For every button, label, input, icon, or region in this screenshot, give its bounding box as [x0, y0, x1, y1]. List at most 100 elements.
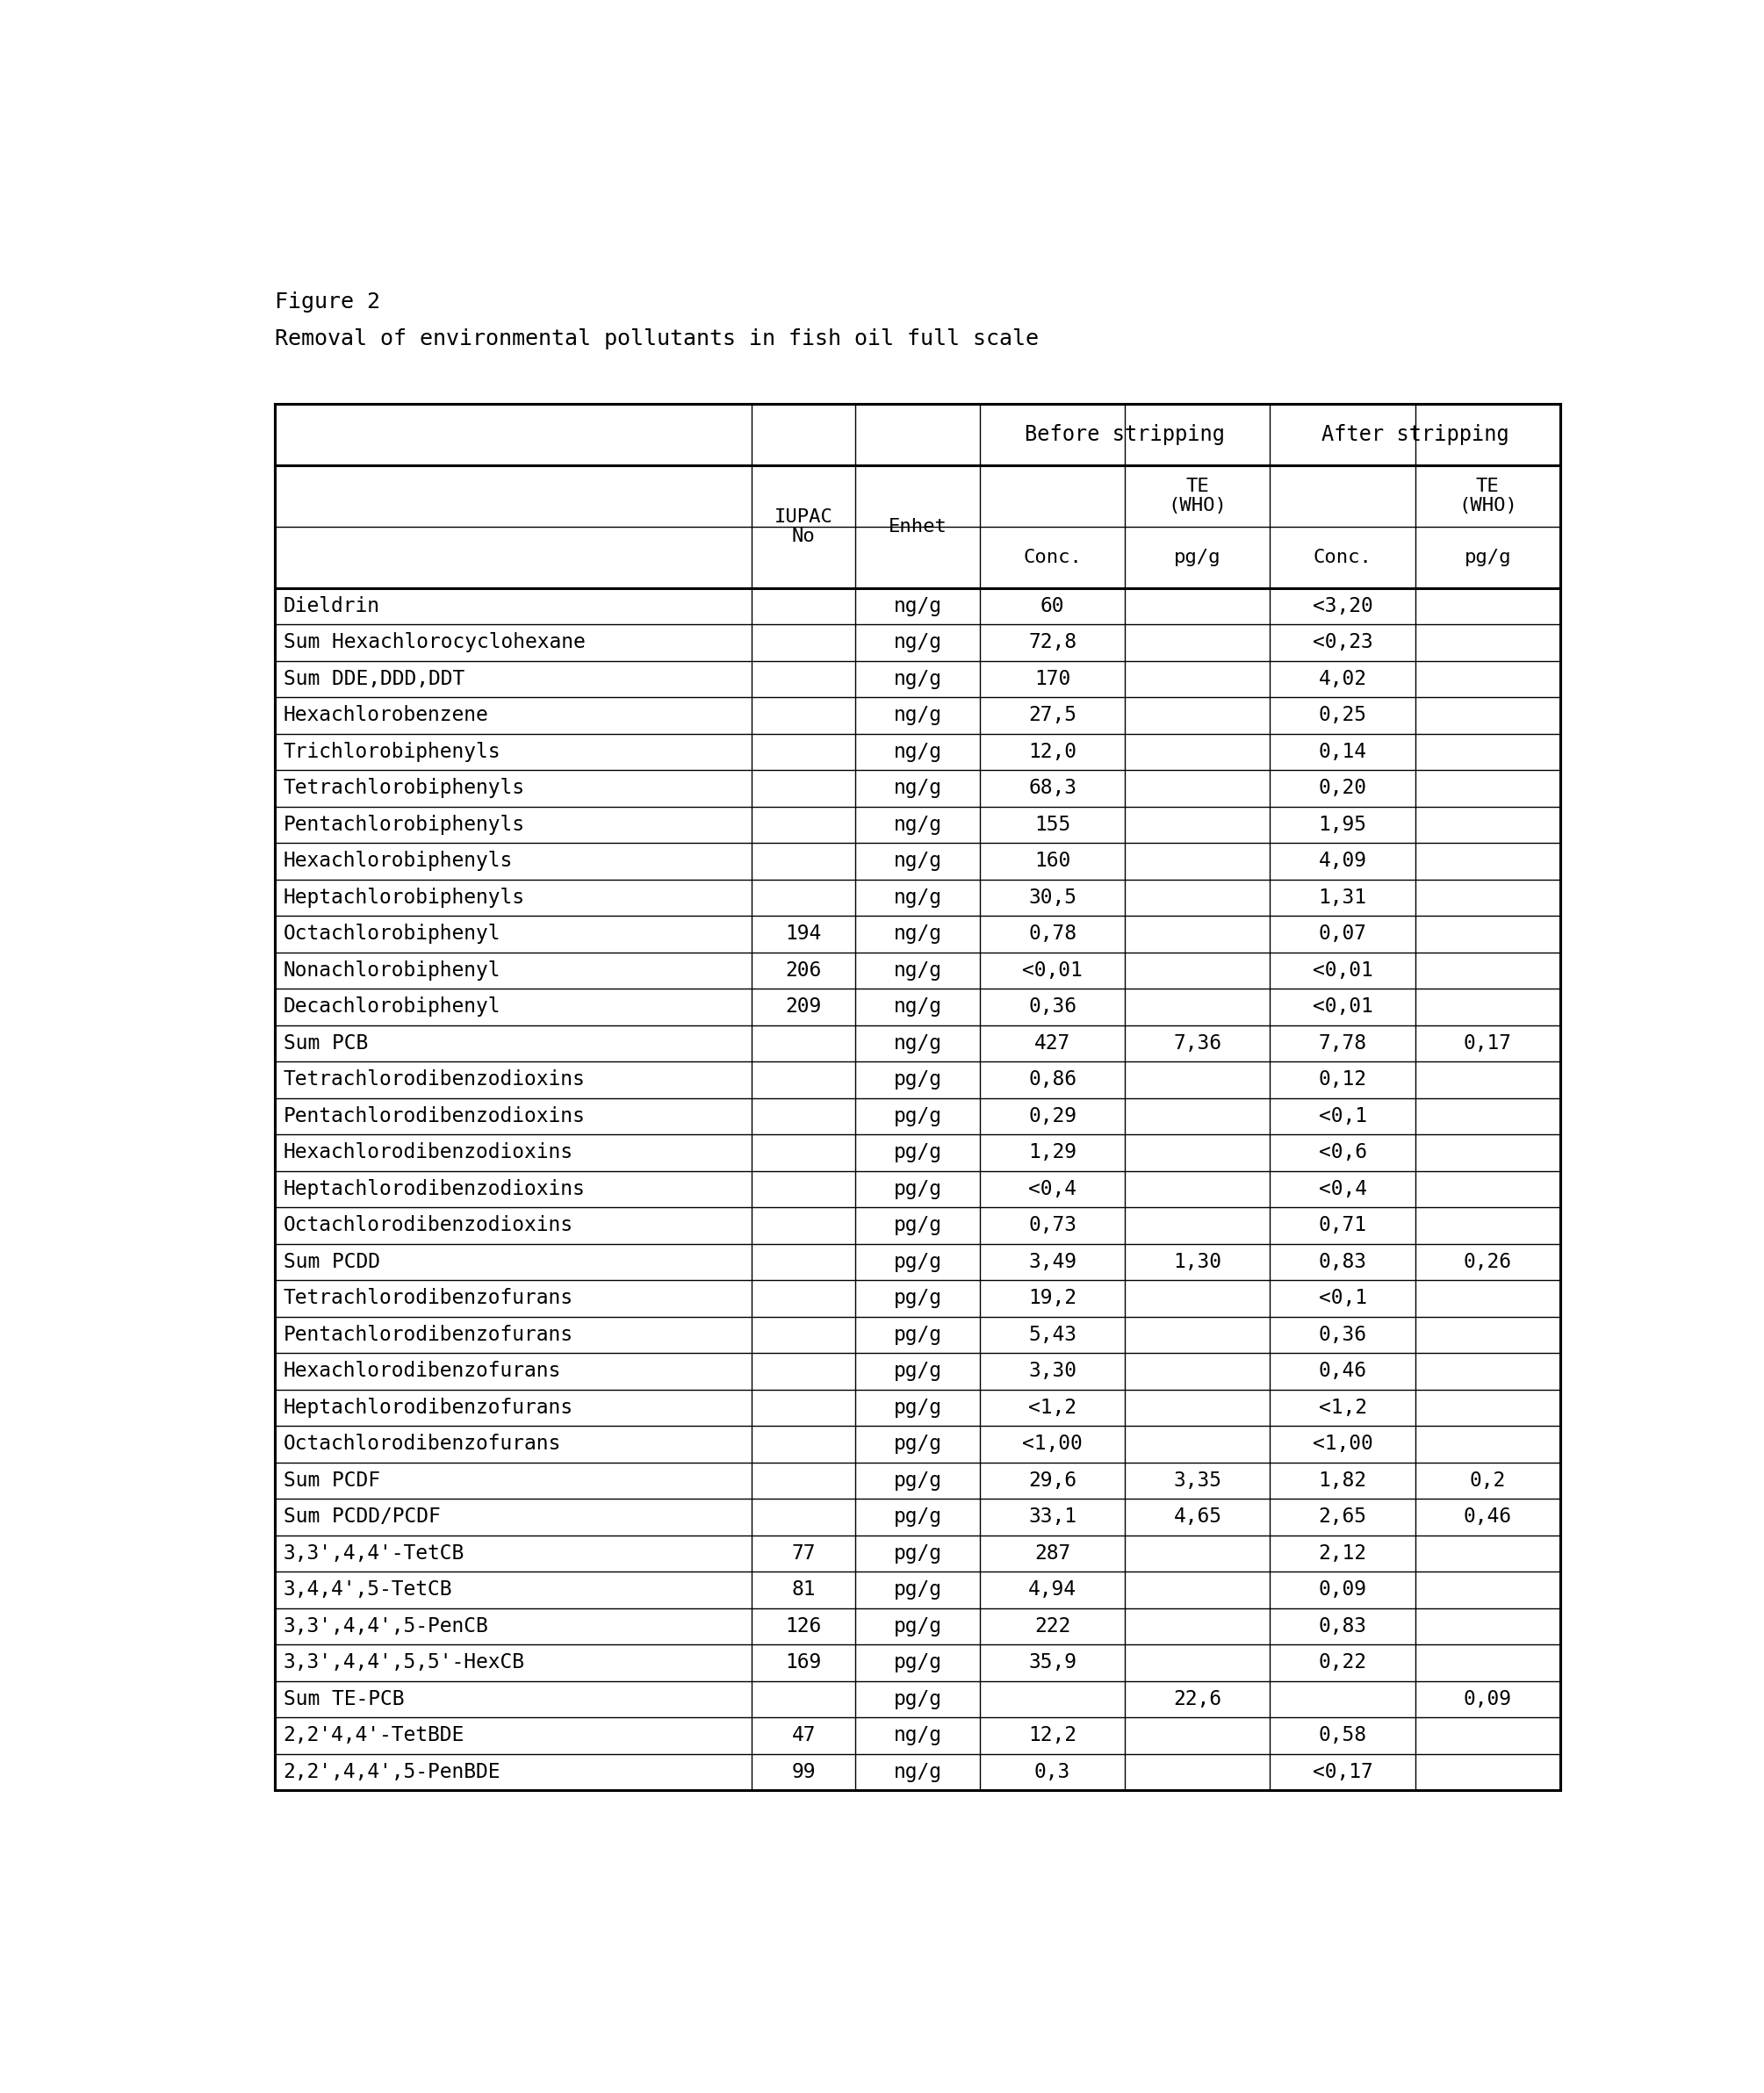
Text: 12,2: 12,2: [1028, 1725, 1076, 1746]
Text: 287: 287: [1034, 1543, 1071, 1563]
Text: 0,09: 0,09: [1318, 1580, 1367, 1599]
Text: ng/g: ng/g: [894, 1725, 942, 1746]
Text: Dieldrin: Dieldrin: [284, 597, 379, 615]
Text: 68,3: 68,3: [1028, 779, 1076, 797]
Text: TE
(WHO): TE (WHO): [1459, 477, 1517, 515]
Text: Octachlorodibenzodioxins: Octachlorodibenzodioxins: [284, 1216, 573, 1235]
Text: pg/g: pg/g: [894, 1070, 942, 1090]
Text: 0,3: 0,3: [1034, 1762, 1071, 1781]
Bar: [275, 404, 1561, 1790]
Text: 72,8: 72,8: [1028, 632, 1076, 653]
Text: <0,6: <0,6: [1318, 1143, 1367, 1164]
Text: 2,65: 2,65: [1318, 1507, 1367, 1528]
Text: pg/g: pg/g: [894, 1507, 942, 1528]
Text: 3,3',4,4'-TetCB: 3,3',4,4'-TetCB: [284, 1543, 464, 1563]
Text: pg/g: pg/g: [1175, 548, 1221, 565]
Text: ng/g: ng/g: [894, 814, 942, 835]
Text: pg/g: pg/g: [894, 1434, 942, 1455]
Text: 0,14: 0,14: [1318, 741, 1367, 762]
Text: TE
(WHO): TE (WHO): [1168, 477, 1228, 515]
Text: 427: 427: [1034, 1034, 1071, 1053]
Text: 60: 60: [1041, 597, 1064, 615]
Text: 1,29: 1,29: [1028, 1143, 1076, 1164]
Text: Octachlorodibenzofurans: Octachlorodibenzofurans: [284, 1434, 561, 1455]
Text: ng/g: ng/g: [894, 632, 942, 653]
Text: IUPAC
No: IUPAC No: [774, 509, 833, 546]
Text: pg/g: pg/g: [894, 1543, 942, 1563]
Text: 0,09: 0,09: [1464, 1689, 1512, 1710]
Text: 22,6: 22,6: [1173, 1689, 1222, 1710]
Text: 3,35: 3,35: [1173, 1471, 1222, 1490]
Text: Conc.: Conc.: [1312, 548, 1372, 565]
Text: ng/g: ng/g: [894, 1762, 942, 1781]
Text: ng/g: ng/g: [894, 887, 942, 908]
Text: Figure 2: Figure 2: [275, 291, 381, 312]
Text: 4,02: 4,02: [1318, 670, 1367, 689]
Text: 169: 169: [785, 1653, 822, 1672]
Text: 0,83: 0,83: [1318, 1616, 1367, 1637]
Text: Trichlorobiphenyls: Trichlorobiphenyls: [284, 741, 501, 762]
Text: Sum Hexachlorocyclohexane: Sum Hexachlorocyclohexane: [284, 632, 586, 653]
Text: 30,5: 30,5: [1028, 887, 1076, 908]
Text: <3,20: <3,20: [1312, 597, 1372, 615]
Text: pg/g: pg/g: [894, 1325, 942, 1346]
Text: Sum PCDF: Sum PCDF: [284, 1471, 379, 1490]
Text: 0,36: 0,36: [1028, 996, 1076, 1017]
Text: 0,2: 0,2: [1469, 1471, 1506, 1490]
Text: 222: 222: [1034, 1616, 1071, 1637]
Text: 4,65: 4,65: [1173, 1507, 1222, 1528]
Text: ng/g: ng/g: [894, 597, 942, 615]
Text: Sum DDE,DDD,DDT: Sum DDE,DDD,DDT: [284, 670, 464, 689]
Text: <1,2: <1,2: [1028, 1398, 1076, 1417]
Text: 155: 155: [1034, 814, 1071, 835]
Text: 7,36: 7,36: [1173, 1034, 1222, 1053]
Text: Conc.: Conc.: [1023, 548, 1081, 565]
Text: 126: 126: [785, 1616, 822, 1637]
Text: 206: 206: [785, 961, 822, 982]
Text: Nonachlorobiphenyl: Nonachlorobiphenyl: [284, 961, 501, 982]
Text: Sum PCDD: Sum PCDD: [284, 1252, 379, 1273]
Text: Sum PCDD/PCDF: Sum PCDD/PCDF: [284, 1507, 441, 1528]
Text: <0,01: <0,01: [1312, 961, 1372, 982]
Text: Sum TE-PCB: Sum TE-PCB: [284, 1689, 404, 1710]
Text: 12,0: 12,0: [1028, 741, 1076, 762]
Text: 1,82: 1,82: [1318, 1471, 1367, 1490]
Text: 2,12: 2,12: [1318, 1543, 1367, 1563]
Text: pg/g: pg/g: [894, 1580, 942, 1599]
Text: 0,25: 0,25: [1318, 705, 1367, 726]
Text: 0,12: 0,12: [1318, 1070, 1367, 1090]
Text: 2,2',4,4',5-PenBDE: 2,2',4,4',5-PenBDE: [284, 1762, 501, 1781]
Text: Tetrachlorobiphenyls: Tetrachlorobiphenyls: [284, 779, 526, 797]
Text: 0,46: 0,46: [1318, 1360, 1367, 1381]
Text: pg/g: pg/g: [894, 1252, 942, 1273]
Text: Sum PCB: Sum PCB: [284, 1034, 369, 1053]
Text: 209: 209: [785, 996, 822, 1017]
Text: pg/g: pg/g: [894, 1360, 942, 1381]
Text: 3,4,4',5-TetCB: 3,4,4',5-TetCB: [284, 1580, 452, 1599]
Text: After stripping: After stripping: [1321, 425, 1508, 446]
Text: pg/g: pg/g: [894, 1216, 942, 1235]
Text: <0,4: <0,4: [1028, 1178, 1076, 1199]
Text: 4,09: 4,09: [1318, 852, 1367, 871]
Text: 1,95: 1,95: [1318, 814, 1367, 835]
Text: Pentachlorodibenzodioxins: Pentachlorodibenzodioxins: [284, 1107, 586, 1126]
Text: 81: 81: [792, 1580, 815, 1599]
Text: 0,78: 0,78: [1028, 923, 1076, 944]
Text: ng/g: ng/g: [894, 996, 942, 1017]
Text: pg/g: pg/g: [1464, 548, 1512, 565]
Text: Hexachlorobiphenyls: Hexachlorobiphenyls: [284, 852, 513, 871]
Text: 0,29: 0,29: [1028, 1107, 1076, 1126]
Text: 3,30: 3,30: [1028, 1360, 1076, 1381]
Text: ng/g: ng/g: [894, 670, 942, 689]
Text: 5,43: 5,43: [1028, 1325, 1076, 1346]
Text: Pentachlorodibenzofurans: Pentachlorodibenzofurans: [284, 1325, 573, 1346]
Text: ng/g: ng/g: [894, 961, 942, 982]
Text: 0,20: 0,20: [1318, 779, 1367, 797]
Text: <0,1: <0,1: [1318, 1289, 1367, 1308]
Text: 0,46: 0,46: [1464, 1507, 1512, 1528]
Text: 27,5: 27,5: [1028, 705, 1076, 726]
Text: 3,3',4,4',5-PenCB: 3,3',4,4',5-PenCB: [284, 1616, 489, 1637]
Text: 0,36: 0,36: [1318, 1325, 1367, 1346]
Text: 4,94: 4,94: [1028, 1580, 1076, 1599]
Text: 29,6: 29,6: [1028, 1471, 1076, 1490]
